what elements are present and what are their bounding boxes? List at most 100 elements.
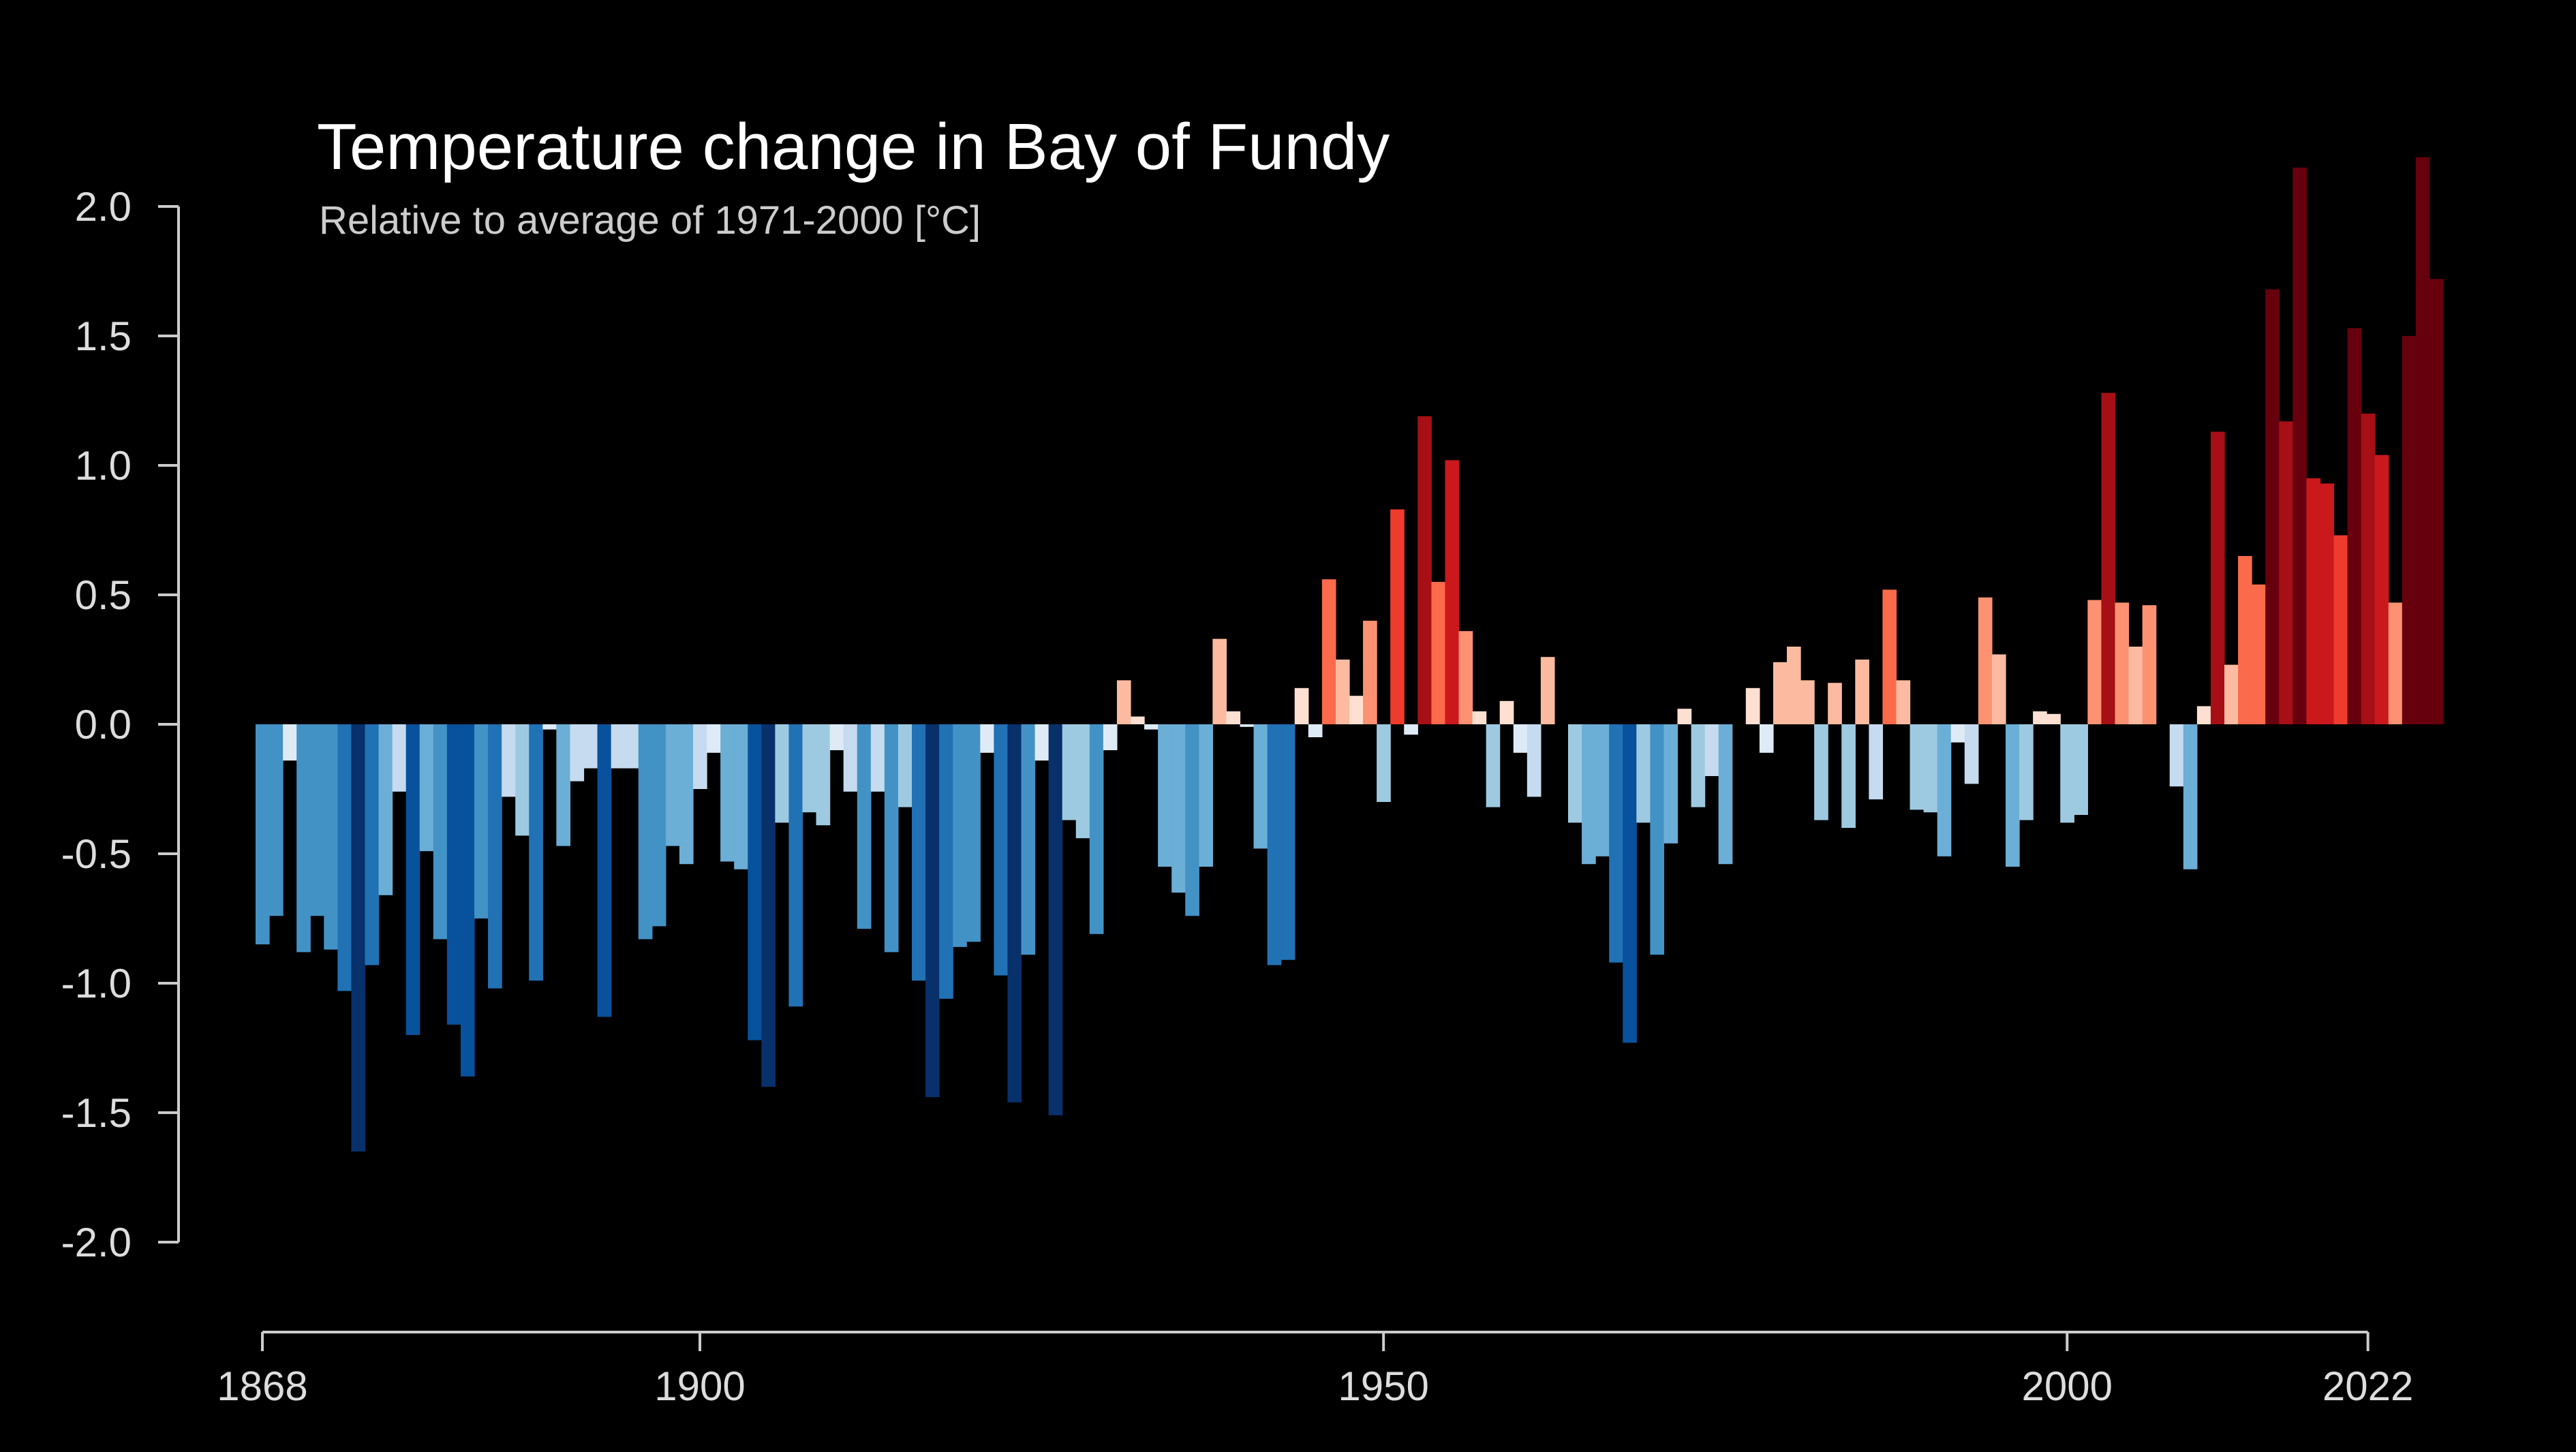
bar-1926 [1048,724,1063,1115]
bar-2023 [2374,454,2389,724]
bar-1924 [1021,724,1036,955]
bar-1988 [1896,680,1911,724]
y-tick-label: 1.0 [75,443,132,489]
bar-1933 [1144,724,1159,730]
bar-1954 [1431,582,1446,724]
bar-1906 [775,724,790,823]
bar-1925 [1034,724,1049,761]
bar-1886 [502,724,516,797]
bar-1974 [1704,724,1719,776]
bar-1981 [1800,680,1815,724]
bar-1946 [1321,579,1336,724]
bar-1897 [651,724,666,927]
bar-1993 [1964,724,1979,784]
bar-1922 [994,724,1009,976]
bar-1878 [392,724,407,792]
bar-1951 [1390,509,1405,724]
bar-1944 [1294,688,1309,724]
bar-1947 [1335,660,1350,724]
bar-1909 [816,724,831,826]
x-tick-label: 2022 [2322,1363,2413,1409]
bar-1896 [638,724,653,940]
bar-1931 [1116,680,1131,724]
bar-1921 [980,724,994,753]
bar-1904 [748,724,762,1040]
y-tick-label: -1.5 [61,1090,132,1136]
bar-1875 [351,724,366,1152]
bar-1992 [1950,724,1965,743]
bar-1884 [474,724,489,918]
bar-1960 [1513,724,1528,753]
bar-1996 [2006,724,2020,867]
bar-1942 [1267,724,1282,966]
bar-1919 [953,724,967,947]
bar-1994 [1978,597,1993,724]
bar-2016 [2279,421,2293,724]
bar-1872 [310,724,324,916]
bar-1893 [597,724,612,1017]
bar-1871 [296,724,311,953]
bar-1920 [966,724,981,942]
bar-1869 [269,724,283,916]
bar-2009 [2183,724,2198,869]
bar-series [256,157,2444,1152]
bar-1874 [337,724,352,991]
bar-1881 [433,724,448,940]
bar-1969 [1636,724,1651,823]
bar-1912 [857,724,872,929]
bar-1927 [1062,724,1077,820]
bar-1973 [1691,724,1706,807]
bar-2015 [2265,289,2280,725]
bar-1997 [2019,724,2034,820]
bar-2004 [2115,602,2130,724]
bar-1972 [1677,709,1692,724]
bar-1930 [1103,724,1118,750]
bar-1950 [1377,724,1391,802]
bar-1984 [1841,724,1856,828]
bar-1899 [679,724,694,865]
bar-2018 [2306,478,2321,724]
bar-1905 [761,724,776,1087]
bar-1967 [1609,724,1623,963]
y-tick-label: -2.0 [61,1220,132,1265]
bar-1968 [1623,724,1637,1043]
bar-2022 [2361,414,2376,724]
bar-1986 [1869,724,1884,800]
bar-1975 [1718,724,1733,865]
chart-subtitle: Relative to average of 1971-2000 [°C] [319,198,981,243]
bar-1894 [611,724,626,769]
x-tick-label: 2000 [2022,1363,2113,1409]
bar-1876 [365,724,380,966]
x-axis: 1868 1900 1950 2000 2022 [217,1331,2413,1409]
bar-1877 [378,724,393,895]
bar-2012 [2224,664,2239,724]
y-tick-label: 0.0 [75,702,132,747]
bar-1914 [884,724,899,953]
bar-2026 [2415,157,2430,725]
bar-1952 [1404,724,1418,735]
bar-1911 [843,724,858,792]
bar-1891 [570,724,585,782]
bar-1999 [2046,713,2061,724]
bar-1915 [898,724,913,807]
bar-1932 [1131,716,1145,724]
bar-1970 [1650,724,1665,955]
bar-1908 [802,724,817,813]
bar-1879 [405,724,420,1035]
bar-1958 [1486,724,1501,807]
bar-1940 [1240,724,1255,727]
bar-2025 [2402,336,2417,724]
bar-1962 [1540,657,1555,724]
bar-1900 [693,724,707,789]
bar-2006 [2142,605,2157,724]
bar-1957 [1472,711,1487,724]
bar-1892 [583,724,598,769]
bar-2001 [2074,724,2088,815]
bar-1965 [1582,724,1596,865]
bar-1953 [1417,416,1432,724]
bar-1956 [1458,631,1473,724]
bar-2021 [2347,328,2362,725]
bar-1937 [1199,724,1213,867]
